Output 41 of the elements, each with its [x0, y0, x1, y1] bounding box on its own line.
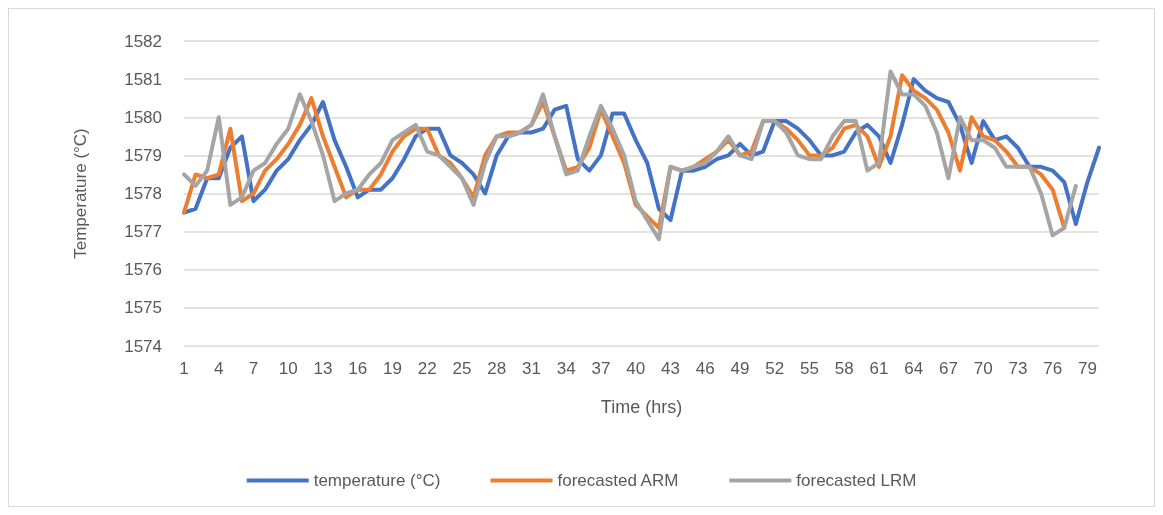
y-tick-label: 1578 [124, 184, 162, 203]
x-tick-label: 13 [313, 359, 333, 378]
x-tick-label: 31 [522, 359, 541, 378]
x-tick-label: 49 [730, 359, 750, 378]
y-tick-label: 1581 [124, 69, 162, 89]
y-tick-label: 1580 [124, 107, 162, 127]
x-axis-title: Time (hrs) [600, 397, 683, 417]
x-tick-label: 55 [799, 359, 819, 378]
x-tick-label: 4 [214, 359, 224, 378]
y-tick-label: 1582 [124, 31, 162, 51]
x-tick-label: 76 [1043, 359, 1063, 378]
x-tick-label: 34 [556, 359, 576, 378]
legend-label: forecasted LRM [796, 471, 917, 490]
legend-label: forecasted ARM [557, 471, 679, 490]
y-tick-label: 1575 [124, 298, 162, 318]
y-tick-label: 1576 [124, 260, 162, 280]
x-tick-label: 73 [1008, 359, 1028, 378]
x-tick-label: 40 [626, 359, 646, 378]
x-tick-label: 19 [383, 359, 402, 378]
x-tick-label: 25 [452, 359, 472, 378]
y-tick-label: 1579 [124, 145, 162, 165]
legend-label: temperature (°C) [313, 471, 441, 490]
y-tick-label: 1574 [124, 336, 162, 356]
y-tick-label: 1577 [124, 222, 162, 242]
x-tick-label: 46 [695, 359, 715, 378]
x-tick-label: 7 [248, 359, 259, 378]
x-tick-label: 28 [487, 359, 507, 378]
x-tick-label: 58 [834, 359, 854, 378]
x-tick-label: 70 [973, 359, 993, 378]
x-tick-label: 1 [179, 359, 189, 378]
x-tick-label: 61 [869, 359, 889, 378]
x-tick-label: 10 [278, 359, 298, 378]
x-tick-label: 79 [1077, 359, 1097, 378]
y-axis-title: Temperature (°C) [71, 128, 90, 259]
x-tick-label: 22 [417, 359, 437, 378]
x-tick-label: 37 [591, 359, 611, 378]
x-tick-label: 67 [938, 359, 958, 378]
x-tick-label: 64 [904, 359, 924, 378]
x-tick-label: 43 [660, 359, 680, 378]
x-tick-label: 52 [765, 359, 785, 378]
x-tick-label: 16 [348, 359, 368, 378]
